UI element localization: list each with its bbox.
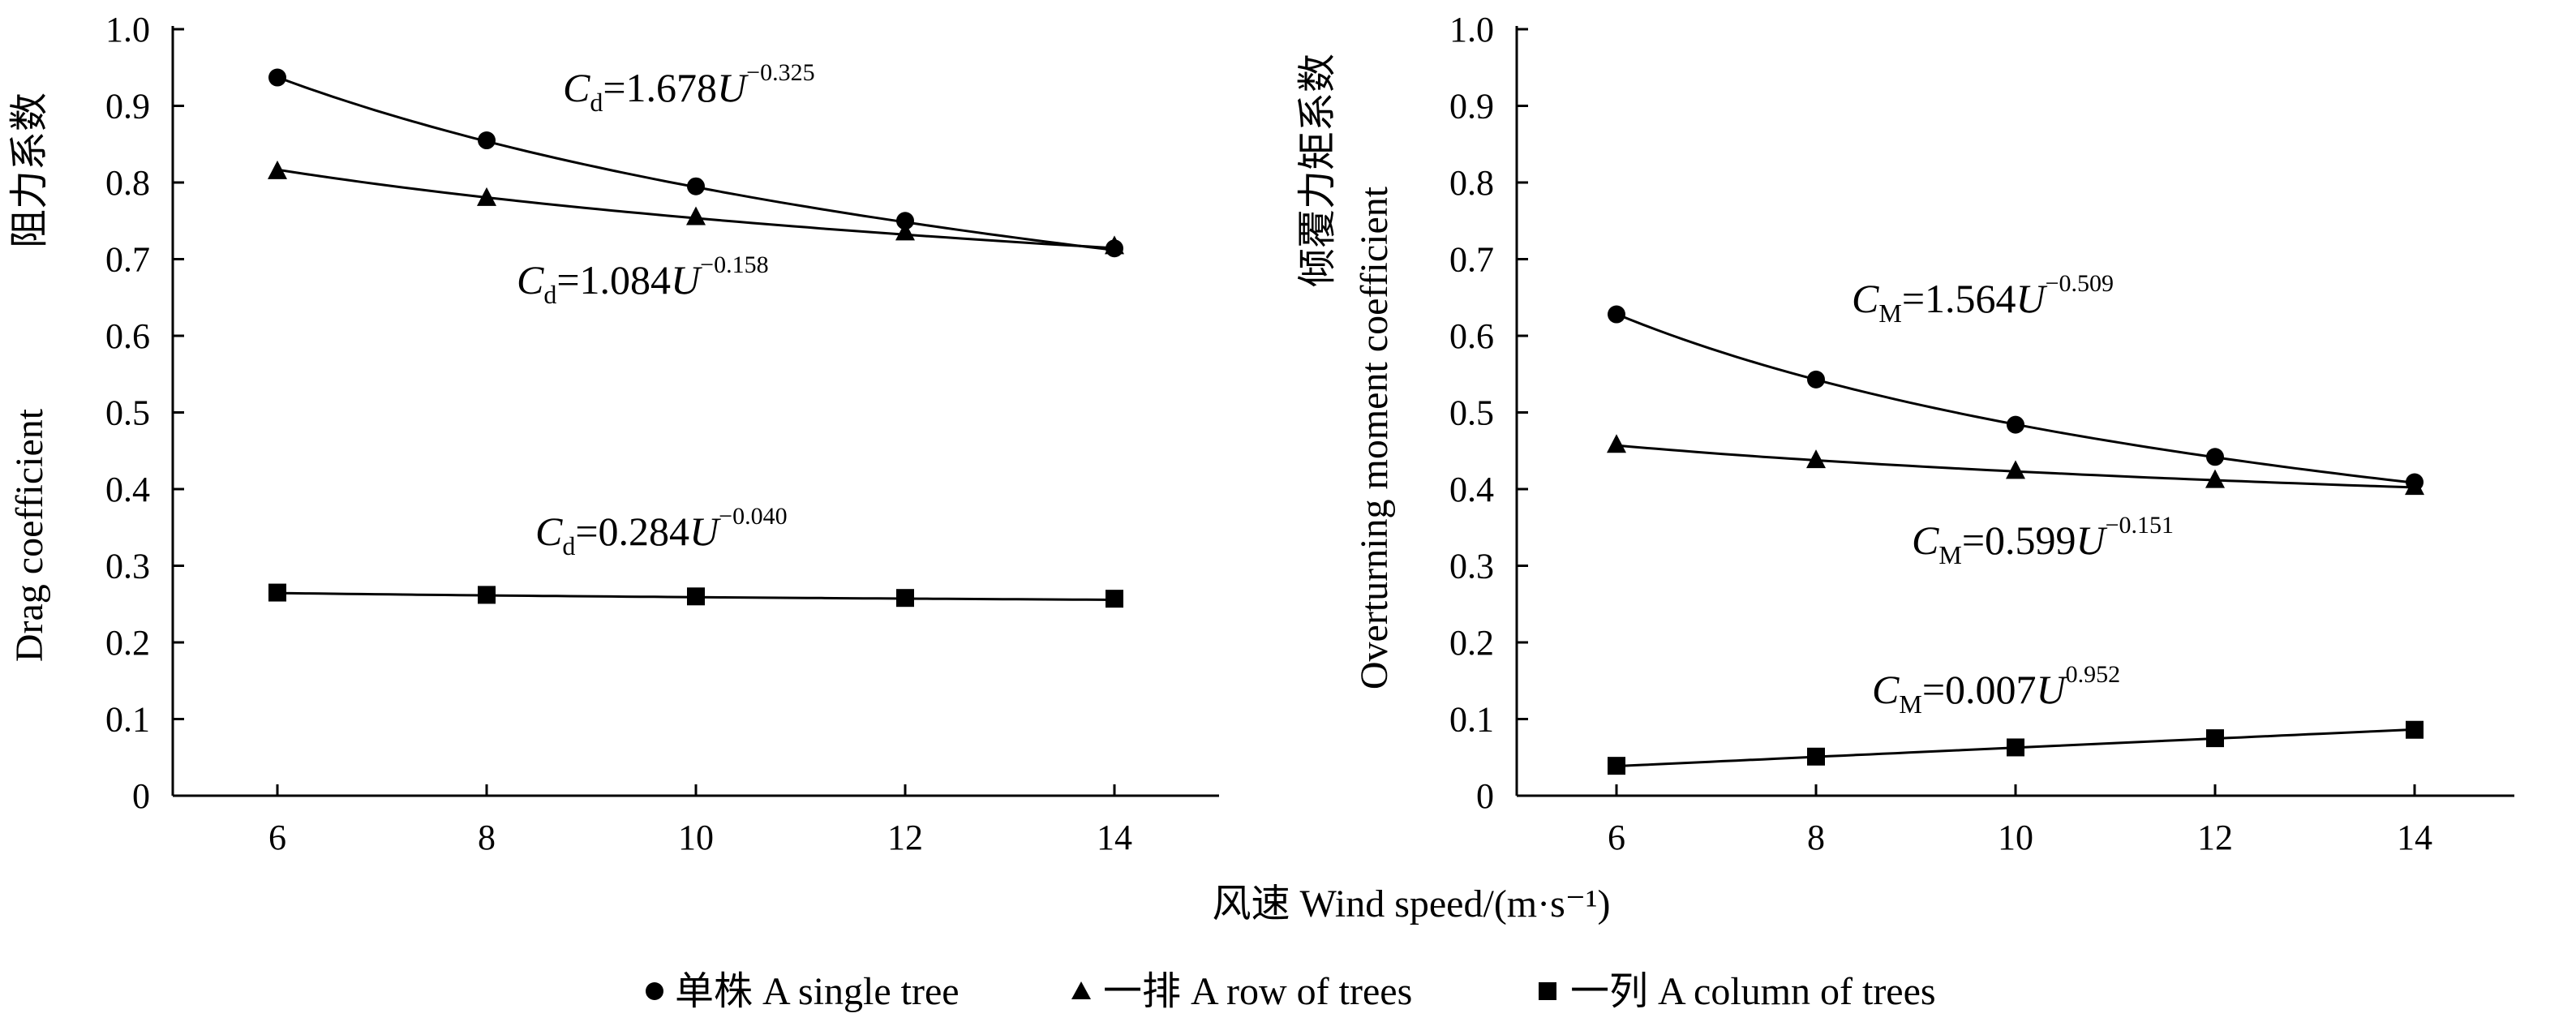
y-tick-label: 0.6 (1449, 316, 1494, 356)
y-tick-label: 0.6 (105, 316, 150, 356)
y-axis-title-cn: 阻力系数 (8, 92, 51, 248)
data-point-square (896, 589, 914, 608)
y-tick-label: 0.4 (1449, 470, 1494, 509)
x-tick-label: 8 (478, 818, 496, 857)
x-tick-label: 12 (887, 818, 923, 857)
y-tick-label: 0.7 (1449, 240, 1494, 280)
y-tick-label: 0.3 (105, 547, 150, 586)
data-point-triangle (895, 221, 915, 241)
fit-equation: Cd=0.284U−0.040 (535, 503, 788, 560)
data-point-circle (2007, 415, 2024, 434)
data-point-triangle (1105, 235, 1124, 255)
x-tick-label: 12 (2197, 818, 2233, 857)
legend-marker-triangle (1071, 981, 1091, 999)
fit-curve (1616, 312, 2415, 484)
fit-equation: CM=0.007U0.952 (1872, 661, 2120, 719)
y-tick-label: 0.2 (1449, 623, 1494, 663)
y-tick-label: 0.8 (105, 163, 150, 203)
data-point-circle (1608, 305, 1625, 324)
data-point-circle (478, 131, 496, 150)
legend-marker-circle (646, 982, 663, 1000)
y-tick-label: 0.9 (105, 87, 150, 127)
x-tick-label: 14 (1097, 818, 1132, 857)
fit-equation: CM=0.599U−0.151 (1912, 512, 2174, 569)
y-tick-label: 0.3 (1449, 547, 1494, 586)
y-tick-label: 0.7 (105, 240, 150, 280)
y-tick-label: 0.4 (105, 470, 150, 509)
data-point-square (268, 583, 286, 602)
data-point-circle (687, 177, 705, 195)
data-point-circle (896, 212, 914, 230)
data-point-circle (268, 68, 286, 87)
legend-marker-square (1539, 982, 1556, 1000)
drag-coefficient-chart: 0 0.1 0.2 0.3 0.4 0.5 0.6 0.7 0.8 0.9 1.0 6 8 10 12 14 阻… (8, 10, 1219, 857)
x-tick-label: 10 (678, 818, 714, 857)
overturning-moment-chart: 0 0.1 0.2 0.3 0.4 0.5 0.6 0.7 0.8 0.9 1.0 6 8 10 12 14 倾… (1296, 10, 2514, 857)
x-tick-label: 6 (268, 818, 286, 857)
data-point-square (1807, 747, 1825, 766)
y-tick-label: 0.5 (105, 393, 150, 433)
fit-equation: Cd=1.678U−0.325 (563, 59, 815, 117)
y-tick-label: 0.5 (1449, 393, 1494, 433)
data-point-triangle (2006, 460, 2025, 479)
data-point-triangle (1806, 449, 1826, 469)
data-point-triangle (2205, 469, 2225, 488)
y-axis-title-en: Drag coefficient (8, 408, 51, 662)
y-tick-label: 0.1 (105, 700, 150, 740)
legend-label-column-of-trees: 一列 A column of trees (1570, 970, 1936, 1013)
y-tick-label: 1.0 (1449, 10, 1494, 49)
data-point-triangle (1607, 434, 1626, 453)
fit-equation: CM=1.564U−0.509 (1852, 270, 2114, 328)
data-point-triangle (477, 187, 496, 206)
y-tick-label: 0 (132, 776, 150, 816)
data-point-triangle (268, 160, 287, 179)
data-point-triangle (686, 206, 706, 225)
y-tick-label: 0.1 (1449, 700, 1494, 740)
y-axis-title-en: Overturning moment coefficient (1353, 186, 1396, 689)
x-tick-label: 6 (1608, 818, 1625, 857)
y-tick-label: 0 (1476, 776, 1494, 816)
y-tick-label: 0.9 (1449, 87, 1494, 127)
legend-label-row-of-trees: 一排 A row of trees (1103, 970, 1412, 1013)
y-tick-label: 0.2 (105, 623, 150, 663)
x-tick-label: 8 (1807, 818, 1825, 857)
data-point-square (2007, 738, 2024, 757)
data-point-square (1106, 590, 1123, 608)
data-point-square (478, 586, 496, 604)
data-point-square (1608, 757, 1625, 775)
data-point-circle (1807, 370, 1825, 389)
data-point-square (2206, 729, 2224, 748)
x-tick-label: 10 (1998, 818, 2033, 857)
data-point-square (2406, 720, 2424, 739)
fit-equation: Cd=1.084U−0.158 (517, 251, 769, 309)
x-axis-title: 风速 Wind speed/(m·s⁻¹) (1212, 882, 1610, 925)
y-axis-title-cn: 倾覆力矩系数 (1296, 54, 1339, 287)
y-tick-label: 1.0 (105, 10, 150, 49)
x-tick-label: 14 (2397, 818, 2432, 857)
data-point-square (687, 587, 705, 606)
legend: 单株 A single tree 一排 A row of trees 一列 A … (646, 970, 1936, 1013)
y-tick-label: 0.8 (1449, 163, 1494, 203)
legend-label-single-tree: 单株 A single tree (675, 970, 960, 1013)
data-point-circle (2206, 448, 2224, 466)
data-point-triangle (2405, 476, 2424, 496)
